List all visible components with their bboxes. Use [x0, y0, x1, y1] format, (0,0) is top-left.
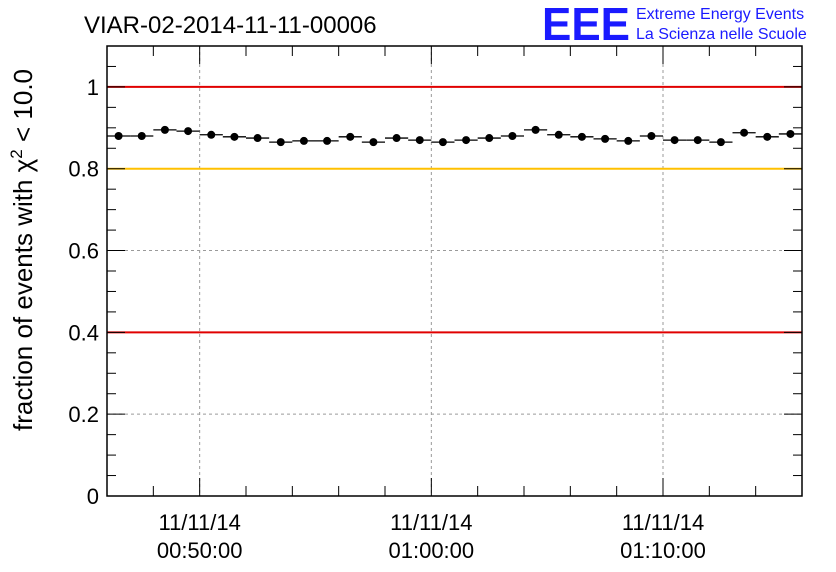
data-marker [369, 138, 378, 147]
data-marker [438, 138, 447, 147]
chart-title: VIAR-02-2014-11-11-00006 [84, 12, 377, 39]
data-marker [577, 132, 586, 141]
data-marker [554, 130, 563, 139]
data-points [107, 125, 802, 147]
data-marker [230, 132, 239, 141]
data-point [176, 127, 200, 136]
data-marker [160, 125, 169, 134]
data-point [153, 125, 177, 134]
data-point [315, 136, 339, 145]
tick-labels: 0 0.2 0.4 0.6 0.8 1 11/11/14 00:50:00 11/11/14 01… [68, 75, 705, 563]
data-point [570, 132, 594, 141]
x-tick-label-time: 00:50:00 [157, 538, 243, 563]
data-point [778, 129, 802, 138]
data-marker [531, 125, 540, 134]
data-marker [299, 136, 308, 145]
data-marker [485, 134, 494, 143]
x-tick-label-date: 11/11/14 [390, 510, 472, 535]
data-point [547, 130, 571, 139]
data-marker [137, 132, 146, 140]
x-tick-label-date: 11/11/14 [158, 510, 240, 535]
data-point [732, 128, 756, 137]
data-marker [276, 138, 285, 147]
reference-lines [107, 85, 802, 334]
data-marker [184, 127, 193, 136]
data-marker [786, 129, 795, 138]
data-marker [740, 128, 749, 137]
data-point [709, 138, 733, 147]
data-marker [253, 134, 262, 143]
data-point [755, 132, 779, 141]
data-point [246, 134, 270, 143]
data-point [130, 132, 154, 140]
data-marker [508, 132, 517, 140]
data-marker [763, 132, 772, 141]
data-point [663, 136, 687, 145]
data-marker [392, 134, 401, 143]
y-axis-label: fraction of events with χ2 < 10.0 [7, 69, 38, 431]
axes [106, 45, 803, 497]
data-point [292, 136, 316, 145]
data-point [361, 138, 385, 147]
data-point [500, 132, 524, 140]
data-marker [693, 136, 702, 145]
data-point [477, 134, 501, 143]
data-point [107, 132, 131, 140]
data-point [616, 136, 640, 145]
data-marker [346, 132, 355, 141]
data-point [385, 134, 409, 143]
data-marker [114, 132, 123, 140]
data-point [338, 132, 362, 141]
data-point [408, 136, 432, 145]
x-tick-label-time: 01:10:00 [620, 538, 706, 563]
data-point [431, 138, 455, 147]
plot-frame [106, 45, 803, 497]
x-tick-label-time: 01:00:00 [389, 538, 475, 563]
data-marker [415, 136, 424, 145]
data-marker [716, 138, 725, 147]
data-marker [462, 136, 471, 145]
data-marker [323, 136, 332, 145]
data-point [593, 134, 617, 143]
data-point [222, 132, 246, 141]
data-point [639, 132, 663, 140]
data-marker [601, 134, 610, 143]
data-point [199, 130, 223, 139]
data-marker [624, 136, 633, 145]
data-point [454, 136, 478, 145]
data-point [269, 138, 293, 147]
grid [107, 46, 802, 496]
eee-logo: EEE Extreme Energy Events La Scienza nel… [542, 0, 807, 50]
data-point [686, 136, 710, 145]
data-marker [207, 130, 216, 139]
y-tick-label: 0.6 [68, 239, 99, 264]
data-marker [647, 132, 656, 140]
y-tick-label: 0.8 [68, 157, 99, 182]
logo-line-2: La Scienza nelle Scuole [636, 26, 807, 43]
eee-logo-mark: EEE [542, 0, 630, 50]
y-tick-label: 0.2 [68, 402, 99, 427]
y-tick-label: 1 [87, 75, 99, 100]
logo-line-1: Extreme Energy Events [636, 6, 804, 23]
x-tick-label-date: 11/11/14 [622, 510, 704, 535]
y-tick-label: 0.4 [68, 320, 99, 345]
data-marker [670, 136, 679, 145]
data-point [524, 125, 548, 134]
y-tick-label: 0 [87, 484, 99, 509]
